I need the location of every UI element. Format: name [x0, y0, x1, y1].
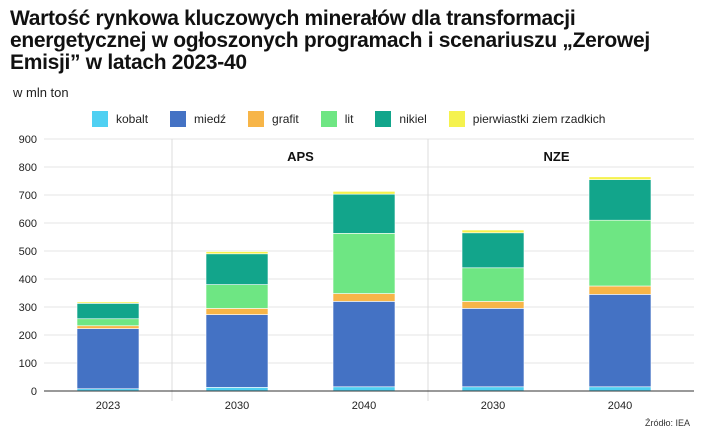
y-tick-label: 300	[19, 302, 37, 314]
bar-segment-nikiel	[461, 232, 525, 269]
bar-segment-lit	[332, 233, 396, 294]
x-tick-label: 2030	[481, 400, 505, 412]
bar-segment-nikiel	[76, 303, 140, 320]
bar-segment-grafit	[332, 293, 396, 302]
x-tick-label: 2030	[225, 400, 249, 412]
legend: kobalt miedź grafit lit nikiel pierwiastki zi…	[92, 111, 627, 127]
unit-label: w mln ton	[13, 85, 69, 100]
legend-label-nikiel: nikiel	[399, 112, 427, 126]
bar-segment-miedz	[205, 314, 269, 388]
bar-segment-grafit	[76, 325, 140, 329]
bar-segment-nikiel	[205, 253, 269, 285]
legend-swatch-grafit	[248, 111, 265, 127]
x-tick-label: 2023	[96, 400, 120, 412]
legend-label-lit: lit	[344, 112, 354, 126]
bar-segment-miedz	[588, 294, 652, 388]
bar-segment-miedz	[76, 328, 140, 390]
bar-segment-kobalt	[332, 386, 396, 392]
y-tick-label: 0	[31, 386, 37, 398]
legend-swatch-lit	[320, 111, 337, 127]
bar-segment-nikiel	[332, 193, 396, 234]
y-tick-label: 700	[19, 190, 37, 202]
legend-label-kobalt: kobalt	[116, 112, 149, 126]
legend-item-lit: lit	[320, 111, 354, 127]
bar-segment-grafit	[461, 301, 525, 309]
legend-swatch-ree	[448, 111, 465, 127]
bar-segment-lit	[588, 219, 652, 287]
bar-segment-ree	[332, 191, 396, 195]
bar-segment-miedz	[332, 301, 396, 388]
legend-label-miedz: miedź	[194, 112, 227, 126]
y-tick-label: 200	[19, 330, 37, 342]
bar-segment-nikiel	[588, 179, 652, 221]
bar-segment-kobalt	[588, 386, 652, 392]
y-tick-label: 100	[19, 358, 37, 370]
legend-label-ree: pierwiastki ziem rzadkich	[472, 112, 606, 126]
y-tick-label: 600	[19, 218, 37, 230]
bar-segment-grafit	[205, 308, 269, 315]
y-tick-label: 900	[19, 134, 37, 146]
y-tick-label: 400	[19, 274, 37, 286]
bar-segment-ree	[205, 251, 269, 255]
chart-title: Wartość rynkowa kluczowych minerałów dla…	[10, 7, 650, 74]
x-tick-label: 2040	[608, 400, 632, 412]
legend-swatch-nikiel	[375, 111, 392, 127]
bar-segment-miedz	[461, 308, 525, 388]
x-tick-label: 2040	[352, 400, 376, 412]
bar-segment-lit	[76, 318, 140, 327]
legend-item-grafit: grafit	[248, 111, 299, 127]
bar-segment-ree	[76, 301, 140, 304]
legend-item-miedz: miedź	[170, 111, 226, 127]
bar-segment-ree	[588, 176, 652, 180]
legend-label-grafit: grafit	[272, 112, 299, 126]
bar-segment-grafit	[588, 285, 652, 295]
legend-swatch-kobalt	[92, 111, 108, 127]
group-label: APS	[287, 149, 314, 164]
y-tick-label: 500	[19, 246, 37, 258]
source-note: Źródło: IEA	[644, 418, 690, 428]
legend-item-ree: pierwiastki ziem rzadkich	[448, 111, 606, 127]
bar-segment-lit	[205, 284, 269, 309]
legend-item-kobalt: kobalt	[92, 111, 148, 127]
bar-segment-kobalt	[205, 387, 269, 392]
bar-segment-ree	[461, 229, 525, 234]
bar-segment-kobalt	[461, 386, 525, 392]
bar-segment-lit	[461, 267, 525, 302]
legend-swatch-miedz	[170, 111, 187, 127]
group-label: NZE	[544, 149, 570, 164]
legend-item-nikiel: nikiel	[375, 111, 427, 127]
y-tick-label: 800	[19, 162, 37, 174]
